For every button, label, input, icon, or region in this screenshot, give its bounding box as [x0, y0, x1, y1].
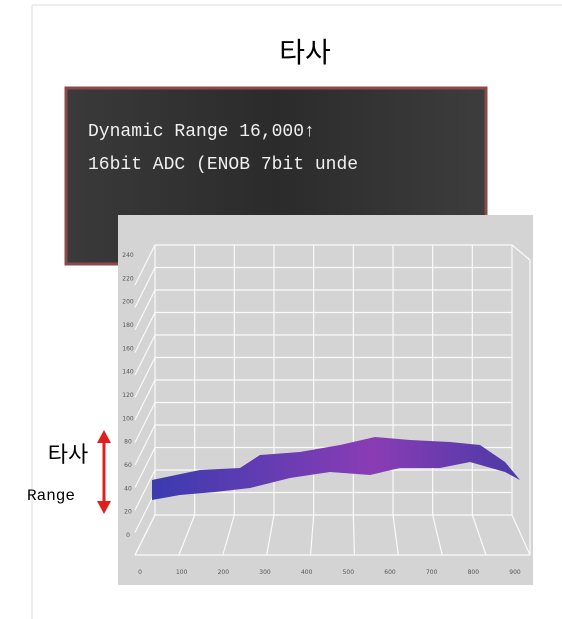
grid-line	[471, 514, 487, 556]
y-tick-label: 240	[122, 252, 134, 259]
x-tick-label: 900	[509, 569, 521, 576]
x-tick-label: 300	[259, 569, 271, 576]
grid-line	[352, 514, 356, 556]
grid-line	[134, 334, 156, 376]
y-tick-label: 160	[122, 345, 134, 352]
y-tick-label: 200	[122, 299, 134, 306]
y-tick-label: 100	[122, 415, 134, 422]
y-tick-label: 0	[126, 532, 130, 539]
box-line: 16bit ADC (ENOB 7bit unde	[88, 155, 358, 175]
grid-line	[134, 469, 156, 511]
side-sub: Range	[27, 487, 75, 505]
grid-line	[511, 244, 531, 261]
y-tick-label: 180	[122, 322, 134, 329]
grid-line	[134, 244, 156, 286]
grid-line	[266, 514, 275, 556]
x-tick-label: 200	[218, 569, 230, 576]
figure-panel	[118, 215, 533, 585]
grid-line	[134, 379, 156, 421]
grid-line	[134, 514, 156, 556]
grid-line	[432, 514, 443, 556]
grid-line	[134, 492, 156, 533]
grid	[134, 244, 531, 556]
x-tick-label: 600	[384, 569, 396, 576]
grid-line	[392, 514, 399, 556]
y-tick-label: 120	[122, 392, 134, 399]
grid-line	[309, 514, 315, 556]
box-line: Dynamic Range 16,000↑	[88, 122, 315, 142]
y-tick-label: 220	[122, 275, 134, 282]
y-tick-label: 20	[124, 509, 132, 516]
x-tick-label: 800	[468, 569, 480, 576]
x-tick-label: 400	[301, 569, 313, 576]
y-tick-label: 80	[124, 439, 132, 446]
grid-line	[134, 289, 156, 331]
surface	[152, 437, 520, 500]
grid-line	[134, 424, 156, 466]
grid-line	[222, 514, 235, 556]
grid-line	[134, 357, 156, 398]
title: 타사	[279, 36, 331, 69]
grid-line	[134, 447, 156, 488]
x-tick-label: 700	[426, 569, 438, 576]
y-tick-label: 140	[122, 369, 134, 376]
side-label: 타사	[48, 443, 88, 468]
x-tick-label: 500	[343, 569, 355, 576]
y-tick-label: 60	[124, 462, 132, 469]
x-tick-label: 0	[138, 569, 142, 576]
grid-line	[134, 267, 156, 308]
grid-line	[511, 514, 531, 556]
grid-line	[134, 402, 156, 443]
x-tick-label: 100	[176, 569, 188, 576]
grid-line	[178, 514, 196, 556]
grid-line	[134, 312, 156, 353]
y-tick-label: 40	[124, 485, 132, 492]
